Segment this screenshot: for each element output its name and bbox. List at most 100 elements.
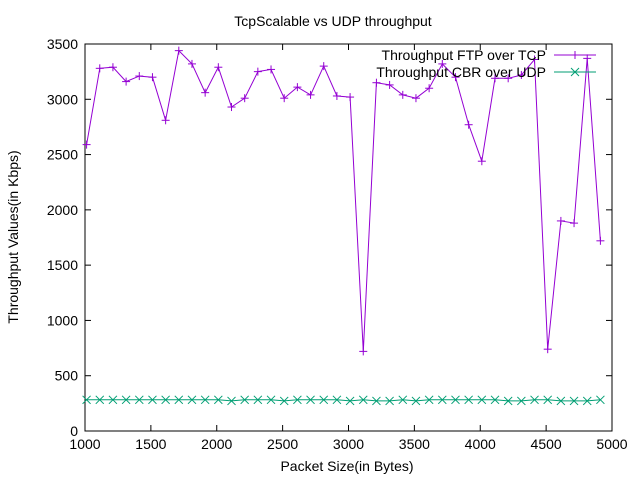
point-1-19 xyxy=(332,395,342,405)
point-0-26 xyxy=(425,84,434,93)
point-0-18 xyxy=(319,62,328,71)
y-tick-label-5: 2500 xyxy=(47,147,78,163)
point-1-15 xyxy=(279,396,289,406)
point-0-35 xyxy=(543,345,552,354)
point-0-20 xyxy=(346,93,355,102)
point-1-3 xyxy=(121,395,131,405)
point-1-26 xyxy=(424,395,434,405)
point-1-24 xyxy=(398,395,408,405)
point-1-4 xyxy=(134,395,144,405)
point-1-1 xyxy=(95,395,105,405)
point-0-21 xyxy=(359,347,368,356)
point-0-13 xyxy=(253,67,262,76)
point-0-29 xyxy=(464,120,473,129)
legend-marker-0 xyxy=(571,51,579,59)
x-tick-label-1: 1500 xyxy=(135,436,166,452)
point-1-25 xyxy=(411,396,421,406)
point-0-37 xyxy=(570,219,579,228)
point-0-38 xyxy=(583,54,592,63)
point-1-18 xyxy=(319,395,329,405)
point-0-9 xyxy=(201,88,210,97)
point-0-22 xyxy=(372,78,381,87)
point-1-13 xyxy=(253,395,263,405)
point-0-7 xyxy=(174,46,183,55)
point-1-37 xyxy=(569,396,579,406)
point-0-8 xyxy=(187,59,196,68)
point-1-39 xyxy=(596,395,605,405)
y-tick-label-4: 2000 xyxy=(47,202,78,218)
chart-title: TcpScalable vs UDP throughput xyxy=(234,13,432,29)
point-0-31 xyxy=(491,74,500,83)
point-1-28 xyxy=(451,395,460,405)
x-tick-label-2: 2000 xyxy=(201,436,232,452)
series-0 xyxy=(82,46,605,356)
point-1-9 xyxy=(200,395,210,405)
series-line-1 xyxy=(86,399,601,402)
point-0-11 xyxy=(227,103,236,112)
point-1-35 xyxy=(543,395,553,405)
point-0-25 xyxy=(411,94,420,103)
x-tick-label-5: 3500 xyxy=(399,436,430,452)
point-0-36 xyxy=(556,216,565,225)
point-1-27 xyxy=(437,395,447,405)
x-tick-label-3: 2500 xyxy=(267,436,298,452)
point-0-19 xyxy=(332,91,341,100)
point-0-3 xyxy=(122,77,131,86)
legend-label-0: Throughput FTP over TCP xyxy=(382,47,546,63)
point-1-33 xyxy=(517,396,526,406)
point-0-6 xyxy=(161,116,170,125)
point-1-30 xyxy=(477,395,487,405)
point-0-10 xyxy=(214,63,223,72)
series-line-0 xyxy=(86,49,601,352)
point-1-7 xyxy=(174,395,184,405)
point-0-1 xyxy=(95,64,104,73)
point-0-28 xyxy=(451,73,460,82)
y-tick-label-1: 500 xyxy=(55,368,79,384)
point-1-14 xyxy=(266,395,276,405)
point-1-34 xyxy=(530,395,539,405)
point-1-11 xyxy=(227,396,236,406)
point-0-4 xyxy=(135,72,144,81)
axes: 1000 1500 2000 2500 3000 3500 4000 4500 5000 0 500… xyxy=(47,36,628,452)
point-1-10 xyxy=(213,395,223,405)
point-1-2 xyxy=(108,395,118,405)
x-tick-label-8: 5000 xyxy=(596,436,627,452)
legend-marker-1 xyxy=(570,67,580,77)
point-1-12 xyxy=(240,395,250,405)
point-0-15 xyxy=(280,94,289,103)
series-1 xyxy=(82,395,605,406)
point-0-14 xyxy=(267,65,276,74)
y-tick-label-6: 3000 xyxy=(47,91,78,107)
x-tick-label-7: 4500 xyxy=(531,436,562,452)
x-tick-label-6: 4000 xyxy=(465,436,496,452)
x-tick-label-4: 3000 xyxy=(333,436,364,452)
x-axis-label: Packet Size(in Bytes) xyxy=(280,458,413,474)
point-1-17 xyxy=(306,395,315,405)
y-tick-label-7: 3500 xyxy=(47,36,78,52)
point-0-30 xyxy=(477,157,486,166)
plot-frame xyxy=(84,43,613,432)
point-1-5 xyxy=(148,395,157,405)
point-0-5 xyxy=(148,73,157,82)
point-1-20 xyxy=(345,396,355,406)
point-1-36 xyxy=(556,396,566,406)
point-1-0 xyxy=(82,395,91,405)
point-0-0 xyxy=(82,140,91,149)
point-0-24 xyxy=(398,90,407,99)
point-1-22 xyxy=(372,396,381,406)
point-1-31 xyxy=(490,395,500,405)
point-1-16 xyxy=(293,395,302,405)
point-1-21 xyxy=(358,395,368,405)
point-0-23 xyxy=(385,80,394,89)
point-0-34 xyxy=(530,55,539,64)
point-0-33 xyxy=(517,70,526,79)
point-1-8 xyxy=(187,395,197,405)
point-0-2 xyxy=(108,63,117,72)
point-0-32 xyxy=(504,74,513,83)
series-layer xyxy=(82,46,605,406)
y-tick-label-0: 0 xyxy=(70,423,78,439)
point-1-29 xyxy=(464,395,474,405)
point-0-39 xyxy=(596,236,605,245)
